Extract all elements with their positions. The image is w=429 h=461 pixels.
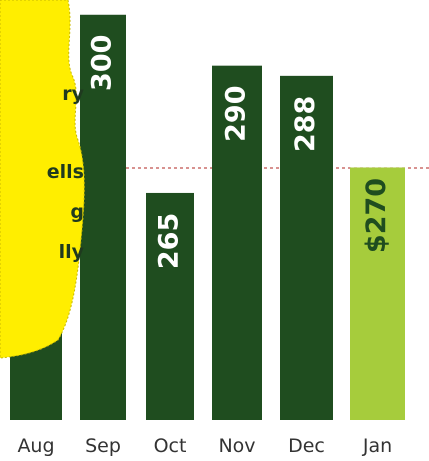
x-tick-label: Nov — [218, 435, 255, 457]
value-label: $270 — [361, 178, 392, 253]
value-label: 290 — [221, 85, 252, 141]
chart: Aug Sep 300 Oct 265 Nov 290 Dec 288 Jan $270 ry ells… — [0, 0, 429, 461]
x-tick-label: Dec — [288, 435, 325, 457]
x-tick-label: Aug — [17, 435, 54, 457]
x-tick-label: Oct — [154, 435, 187, 457]
x-tick-label: Sep — [85, 435, 121, 457]
value-label: 288 — [290, 96, 321, 152]
value-label: 300 — [87, 35, 118, 91]
annotation-text: lly — [59, 241, 85, 263]
x-tick-label: Jan — [362, 435, 392, 457]
annotation-text: g — [70, 201, 84, 223]
annotation-text: ells — [47, 161, 84, 183]
annotation-text: ry — [62, 83, 84, 105]
value-label: 265 — [154, 213, 185, 269]
